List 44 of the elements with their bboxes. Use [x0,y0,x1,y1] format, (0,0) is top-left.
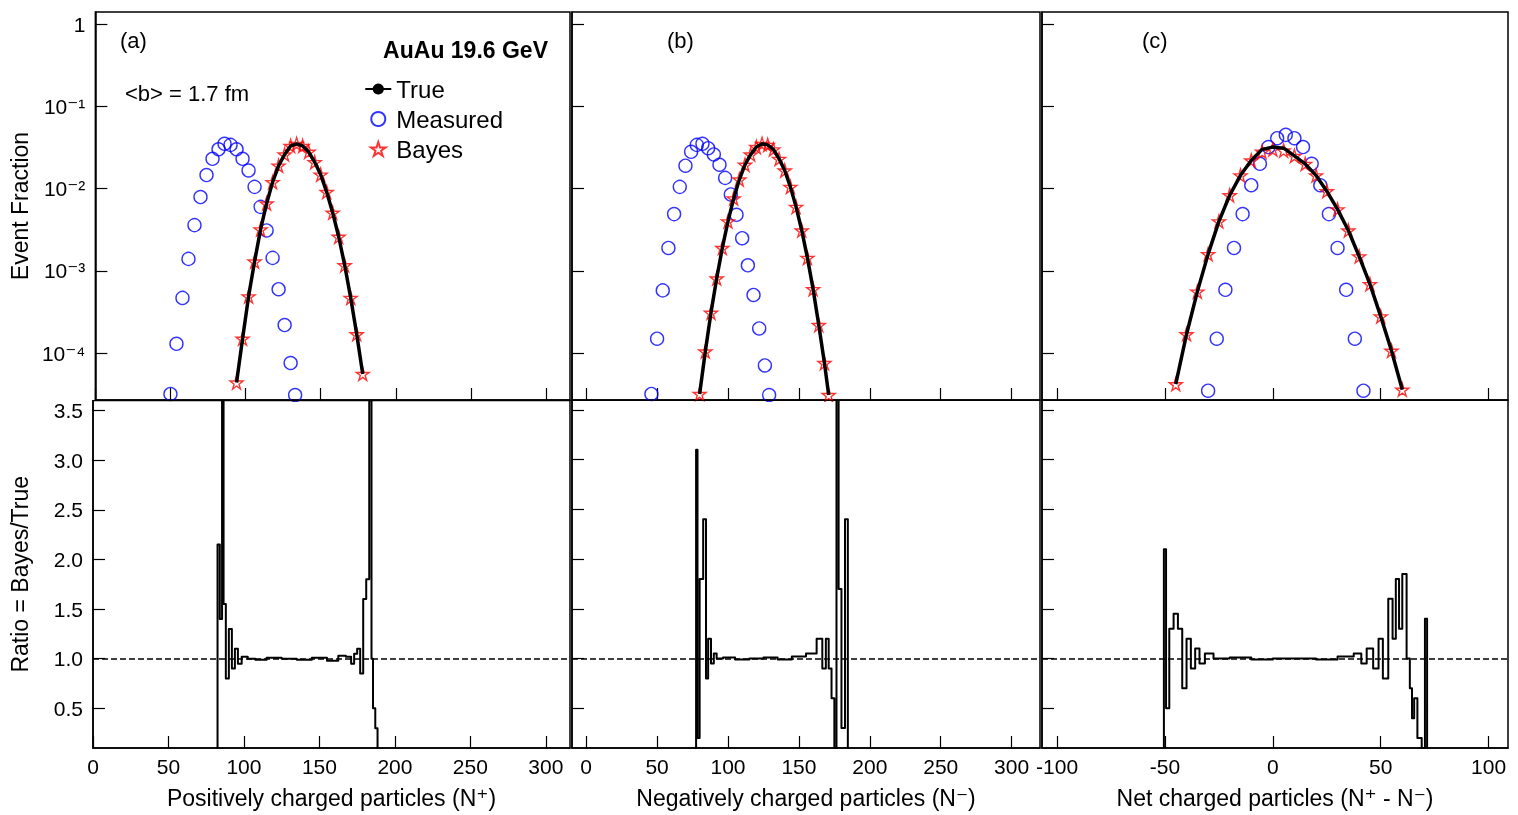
x-tick-label: 150 [301,755,337,778]
x-tick-label: 50 [1369,755,1393,778]
x-tick-label: 250 [452,755,488,778]
y-tick-label: 0.5 [53,696,83,720]
y-tick-label: 1.5 [53,597,83,621]
y-tick-label: 10⁻⁴ [41,341,86,365]
x-tick-label: 0 [1267,755,1279,778]
legend-label: True [396,75,445,103]
y-axis-title: Event Fraction [6,131,33,281]
x-tick-label: -50 [1149,755,1181,778]
legend-label: Measured [396,105,504,133]
x-tick-label: 100 [226,755,262,778]
x-tick-label: 250 [923,755,959,778]
x-axis-title: Positively charged particles (N⁺) [166,784,497,811]
x-axis-title: Negatively charged particles (N⁻) [636,784,976,811]
x-tick-label: 0 [580,755,593,778]
annotation: (c) [1142,27,1168,53]
x-tick-label: 50 [156,755,181,778]
y-tick-label: 3.0 [53,448,83,472]
x-tick-label: 100 [1471,755,1507,778]
y-tick-label: 2.0 [53,547,83,571]
annotation: (a) [120,27,147,53]
x-axis-title: Net charged particles (N⁺ - N⁻) [1116,784,1434,811]
annotation: (b) [667,27,694,53]
y-tick-label: 1.0 [53,647,83,671]
x-tick-label: 100 [710,755,746,778]
legend-label: Bayes [396,135,463,163]
y-tick-label: 3.5 [53,399,83,422]
x-tick-label: 300 [994,755,1030,778]
y-tick-label: 1 [73,12,86,36]
x-tick-label: 200 [377,755,413,778]
x-tick-label: -100 [1036,755,1079,778]
annotation: <b> = 1.7 fm [125,80,250,106]
x-tick-label: 200 [852,755,888,778]
legend-title: AuAu 19.6 GeV [383,36,549,63]
x-tick-label: 50 [645,755,669,778]
y-axis-title: Ratio = Bayes/True [6,475,33,673]
x-tick-label: 0 [87,755,99,778]
y-tick-label: 2.5 [53,498,83,522]
y-tick-label: 10⁻³ [43,259,86,283]
x-tick-label: 300 [528,755,564,778]
y-tick-label: 10⁻² [43,177,86,201]
x-tick-label: 150 [781,755,817,778]
y-tick-label: 10⁻¹ [43,94,86,118]
